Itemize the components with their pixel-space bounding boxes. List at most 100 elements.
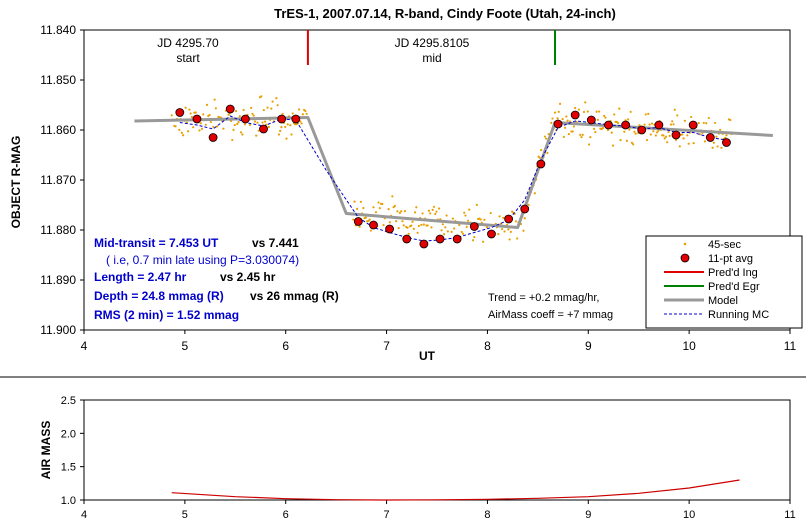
observation-point [514, 220, 518, 223]
average-point [570, 110, 580, 120]
observation-point [676, 114, 679, 117]
airmass-x-tick-label: 4 [81, 509, 87, 521]
observation-point [286, 123, 289, 126]
observation-point [502, 216, 505, 219]
x-tick-label: 11 [784, 339, 797, 353]
observation-point [606, 128, 610, 132]
observation-point [508, 238, 511, 241]
observation-point [503, 230, 506, 233]
observation-point [652, 130, 655, 133]
observation-point [406, 226, 409, 229]
observation-point [663, 137, 666, 140]
observation-point [586, 110, 589, 113]
observation-point [545, 137, 548, 140]
observation-point [420, 223, 423, 226]
airmass-x-tick-label: 8 [484, 509, 490, 521]
observation-point [189, 112, 192, 115]
observation-point [364, 216, 367, 219]
airmass-coeff-text: AirMass coeff = +7 mmag [488, 309, 613, 321]
length-vs-text: vs 2.45 hr [220, 270, 276, 284]
observation-point [716, 145, 719, 148]
average-point [536, 159, 546, 169]
observation-point [266, 106, 269, 109]
observation-point [662, 134, 665, 137]
observation-point [522, 229, 525, 232]
observation-point [400, 210, 403, 213]
x-tick-label: 7 [383, 339, 390, 353]
observation-point [214, 107, 217, 110]
observation-point [393, 204, 396, 207]
y-tick-label: 11.880 [40, 223, 76, 237]
observation-point [170, 114, 173, 117]
observation-point [257, 129, 260, 132]
observation-point [509, 230, 512, 234]
airmass-axis-label: AIR MASS [39, 421, 53, 480]
observation-point [630, 141, 634, 144]
observation-point [466, 219, 470, 222]
observation-point [362, 206, 365, 210]
observation-point [647, 112, 650, 115]
observation-point [489, 211, 492, 215]
observation-point [422, 223, 425, 226]
observation-point [270, 107, 273, 110]
observation-point [280, 126, 283, 129]
observation-point [558, 102, 562, 106]
observation-point [284, 125, 287, 129]
observation-point [398, 211, 402, 215]
observation-point [682, 137, 685, 140]
average-points [175, 104, 731, 249]
observation-point [242, 108, 245, 112]
observation-point [613, 113, 616, 116]
observation-point [417, 224, 420, 228]
observation-point [260, 95, 263, 98]
mid-transit-vs-text: vs 7.441 [252, 236, 299, 250]
observation-point [595, 110, 598, 113]
observation-point [205, 103, 209, 106]
observation-point [703, 140, 707, 143]
observation-point [231, 138, 234, 142]
observation-point [561, 117, 564, 121]
observation-point [261, 121, 264, 124]
airmass-y-tick-label: 1.5 [61, 462, 76, 474]
observation-point [388, 221, 391, 224]
observation-point [234, 109, 238, 113]
observation-point [461, 232, 465, 235]
average-point [402, 234, 412, 244]
observation-point [281, 112, 284, 115]
average-point [353, 217, 363, 226]
length-text: Length = 2.47 hr [94, 270, 187, 284]
observation-point [202, 113, 205, 116]
legend-swatch-11pt [680, 253, 690, 263]
observation-point [543, 135, 547, 138]
y-tick-label: 11.840 [40, 23, 76, 37]
observation-point [580, 136, 583, 139]
observation-point [445, 214, 448, 217]
observation-point [208, 113, 211, 117]
observation-point [440, 229, 443, 232]
observation-point [358, 225, 361, 228]
observation-point [579, 133, 582, 136]
observation-point [649, 133, 652, 136]
observation-point [650, 122, 654, 125]
observation-point [209, 120, 212, 124]
observation-point [527, 203, 530, 206]
legend-box [645, 235, 803, 329]
observation-point [553, 111, 557, 114]
airmass-x-tick-label: 5 [182, 509, 188, 521]
observation-point [618, 107, 621, 110]
observation-point [725, 134, 728, 137]
observation-point [690, 115, 693, 119]
observation-point [451, 217, 454, 220]
observation-point [432, 205, 436, 208]
observation-point [290, 133, 293, 136]
legend: 45-sec 11-pt avg Pred'd Ing Pred'd Egr M… [645, 235, 803, 329]
observation-point [589, 136, 592, 139]
observation-point [546, 151, 549, 155]
observation-point [227, 113, 230, 116]
observation-point [237, 121, 240, 124]
observation-point [372, 206, 375, 209]
chart-title: TrES-1, 2007.07.14, R-band, Cindy Foote … [274, 6, 616, 21]
observation-point [232, 128, 235, 131]
observation-point [184, 106, 187, 109]
observation-point [707, 116, 710, 120]
